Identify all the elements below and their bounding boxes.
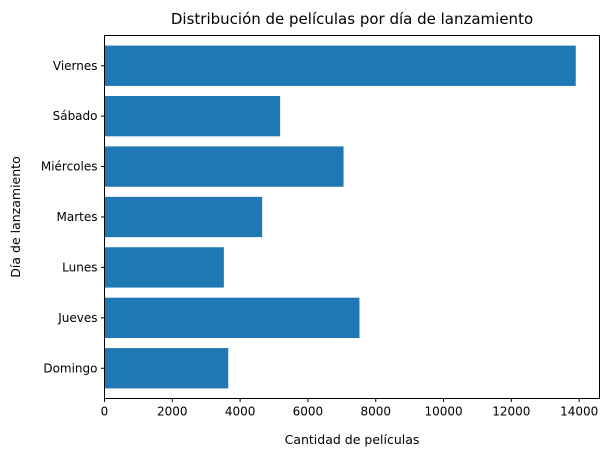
plot-frame: [104, 35, 600, 399]
bar-miércoles: [104, 146, 344, 187]
y-tick-label: Lunes: [62, 260, 97, 274]
x-tick-label: 4000: [225, 405, 256, 419]
bar-viernes: [104, 45, 576, 86]
y-axis-label: Día de lanzamiento: [8, 156, 23, 277]
bar-lunes: [104, 247, 224, 288]
y-tick-label: Martes: [57, 210, 98, 224]
y-tick-label: Sábado: [53, 109, 98, 123]
y-tick-label: Miércoles: [41, 160, 98, 174]
x-tick-label: 2000: [157, 405, 188, 419]
bar-jueves: [104, 297, 360, 338]
x-tick-label: 0: [101, 405, 109, 419]
x-tick-label: 10000: [424, 405, 462, 419]
y-tick-label: Viernes: [53, 59, 98, 73]
x-axis-ticks: 0 2000 4000 6000 8000 10000 12000 14000: [101, 398, 598, 419]
x-tick-label: 6000: [293, 405, 324, 419]
bars-group: [104, 45, 576, 389]
y-tick-label: Jueves: [57, 311, 97, 325]
x-tick-label: 14000: [560, 405, 598, 419]
bar-domingo: [104, 348, 229, 389]
y-tick-label: Domingo: [43, 361, 97, 375]
x-axis-label: Cantidad de películas: [285, 432, 420, 447]
bar-sábado: [104, 96, 281, 137]
chart-title: Distribución de películas por día de lan…: [171, 10, 533, 28]
bar-martes: [104, 196, 263, 238]
y-axis-ticks: Domingo Jueves Lunes Martes Miércoles Sábado V…: [41, 59, 105, 375]
x-tick-label: 8000: [360, 405, 391, 419]
x-tick-label: 12000: [492, 405, 530, 419]
